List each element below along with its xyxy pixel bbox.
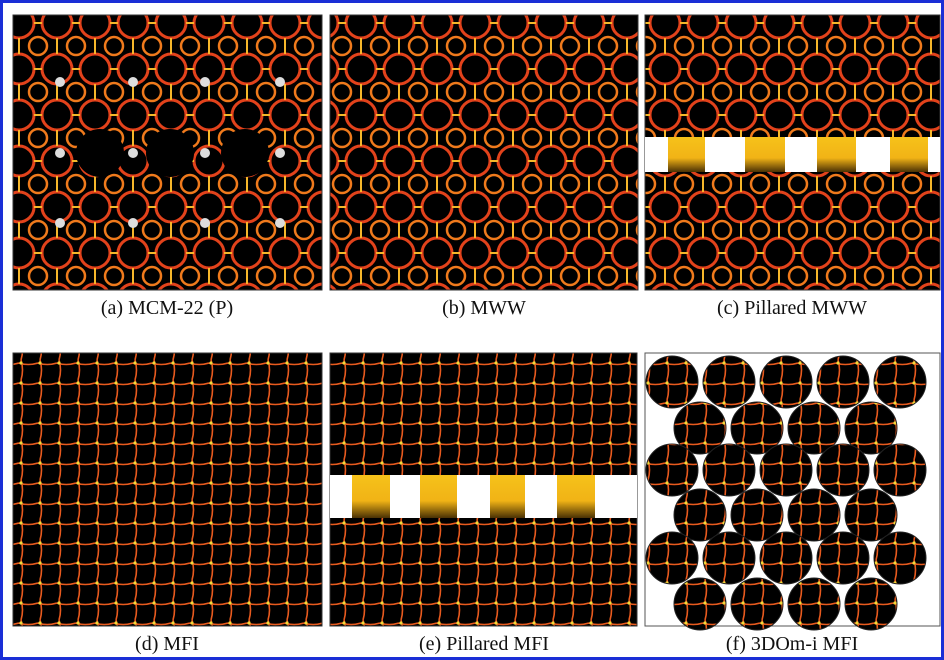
sphere: [702, 355, 756, 409]
sphere: [673, 488, 727, 542]
panel-d: [12, 352, 323, 627]
sphere: [645, 355, 699, 409]
sphere: [702, 531, 756, 585]
sphere: [844, 401, 898, 455]
sphere: [873, 355, 927, 409]
sphere: [645, 531, 699, 585]
caption: (b) MWW: [442, 297, 526, 319]
sphere: [816, 355, 870, 409]
sphere: [759, 355, 813, 409]
caption: (c) Pillared MWW: [717, 297, 867, 319]
caption: (a) MCM-22 (P): [101, 297, 233, 319]
sphere: [844, 577, 898, 631]
panel-b: [329, 14, 639, 291]
sphere: [873, 531, 927, 585]
sphere: [787, 488, 841, 542]
sphere: [816, 443, 870, 497]
sphere: [787, 577, 841, 631]
panel-e: [329, 352, 638, 627]
panel-a: [12, 14, 323, 291]
sphere: [730, 488, 784, 542]
sphere: [759, 531, 813, 585]
panel-f: [644, 352, 941, 631]
sphere: [673, 577, 727, 631]
caption: (d) MFI: [135, 633, 199, 655]
sphere: [873, 443, 927, 497]
panel-c: [644, 14, 941, 291]
sphere: [816, 531, 870, 585]
sphere: [787, 401, 841, 455]
sphere: [645, 443, 699, 497]
sphere: [702, 443, 756, 497]
sphere: [730, 401, 784, 455]
caption: (f) 3DOm-i MFI: [726, 633, 858, 655]
sphere: [730, 577, 784, 631]
sphere: [759, 443, 813, 497]
caption: (e) Pillared MFI: [419, 633, 549, 655]
sphere: [673, 401, 727, 455]
sphere: [844, 488, 898, 542]
